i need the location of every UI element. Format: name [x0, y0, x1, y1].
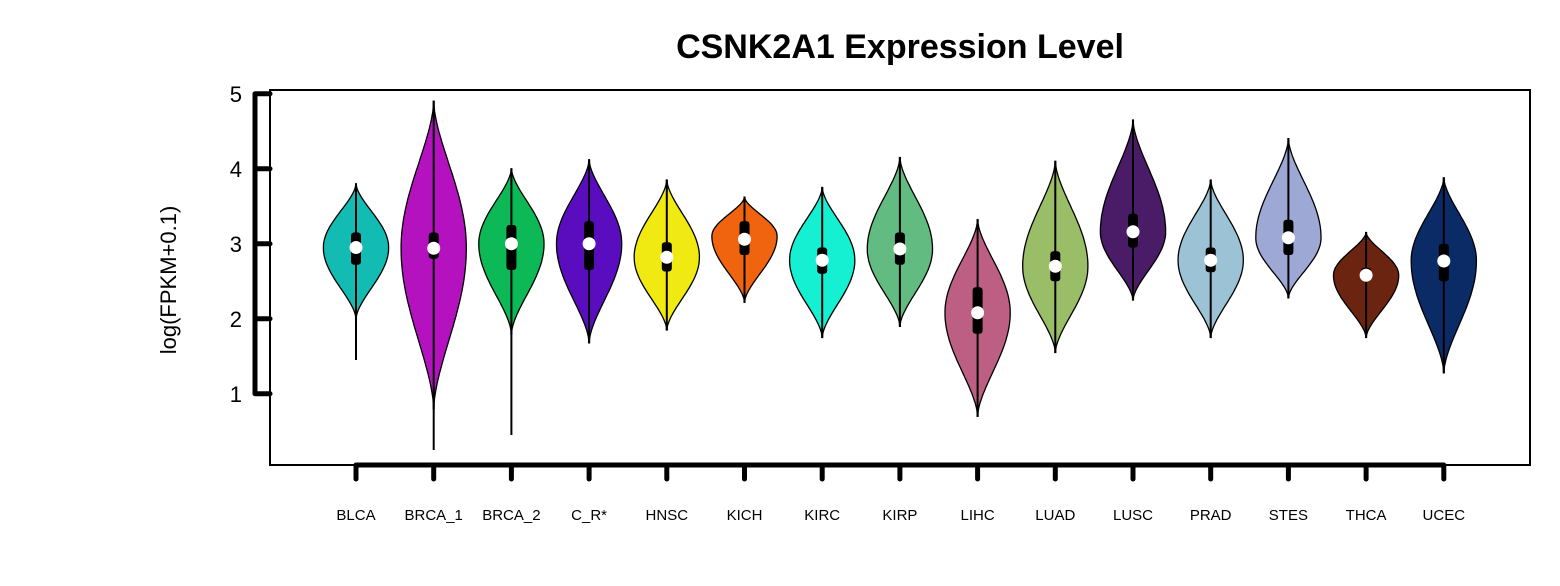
x-tick-label: KIRC	[804, 507, 840, 524]
median-point	[1204, 253, 1218, 267]
x-tick-label: KIRP	[882, 507, 917, 524]
violin-prad	[1177, 179, 1244, 339]
median-point	[738, 232, 751, 246]
median-point	[1281, 231, 1295, 245]
violin-kich	[711, 196, 778, 303]
x-tick-label: LIHC	[961, 507, 995, 524]
y-axis: 1 2 3 4 5	[230, 82, 273, 407]
x-tick-label: BRCA_2	[482, 507, 540, 524]
violin-blca	[322, 183, 390, 360]
median-point	[427, 241, 441, 255]
x-tick-label: LUSC	[1113, 507, 1153, 524]
median-point	[582, 237, 596, 251]
y-tick-label: 4	[230, 157, 242, 182]
violin-lihc	[944, 219, 1011, 417]
chart-title: CSNK2A1 Expression Level	[676, 28, 1124, 66]
x-tick-label: HNSC	[646, 507, 689, 524]
x-tick-label: BLCA	[336, 507, 375, 524]
median-point	[893, 242, 907, 256]
violin-kirc	[788, 186, 856, 339]
x-tick-label: LUAD	[1035, 507, 1075, 524]
x-tick-label: KICH	[727, 507, 763, 524]
violin-brca-2	[478, 168, 545, 435]
median-point	[349, 241, 363, 254]
violin-lusc	[1099, 119, 1167, 301]
x-axis: BLCA BRCA_1 BRCA_2 C_R* HNSC KICH KIRC KIRP LIHC…	[336, 462, 1466, 524]
median-point	[815, 253, 829, 267]
median-point	[504, 237, 518, 251]
y-tick-label: 1	[230, 382, 242, 407]
x-tick-label: STES	[1269, 507, 1308, 524]
violin-stes	[1255, 138, 1322, 299]
median-point	[1359, 268, 1373, 282]
violin-brca-1	[400, 100, 467, 450]
violin-c-r-	[555, 159, 623, 344]
violin-kirp	[866, 156, 934, 327]
x-tick-label: UCEC	[1423, 507, 1466, 524]
x-tick-label: PRAD	[1190, 507, 1232, 524]
violin-luad	[1022, 160, 1089, 354]
median-point	[971, 306, 985, 320]
violin-ucec	[1410, 177, 1478, 374]
y-tick-label: 2	[230, 307, 242, 332]
y-tick-label: 5	[230, 82, 242, 107]
x-tick-label: THCA	[1346, 507, 1387, 524]
violin-group	[322, 100, 1478, 450]
y-tick-label: 3	[230, 232, 242, 257]
x-tick-label: C_R*	[571, 507, 607, 524]
median-point	[1048, 259, 1062, 273]
y-axis-label: log(FPKM+0.1)	[156, 206, 181, 355]
median-point	[1126, 225, 1140, 239]
median-point	[660, 250, 674, 264]
violin-hnsc	[633, 179, 701, 331]
violin-thca	[1332, 231, 1400, 339]
median-point	[1437, 254, 1451, 268]
x-tick-label: BRCA_1	[405, 507, 463, 524]
